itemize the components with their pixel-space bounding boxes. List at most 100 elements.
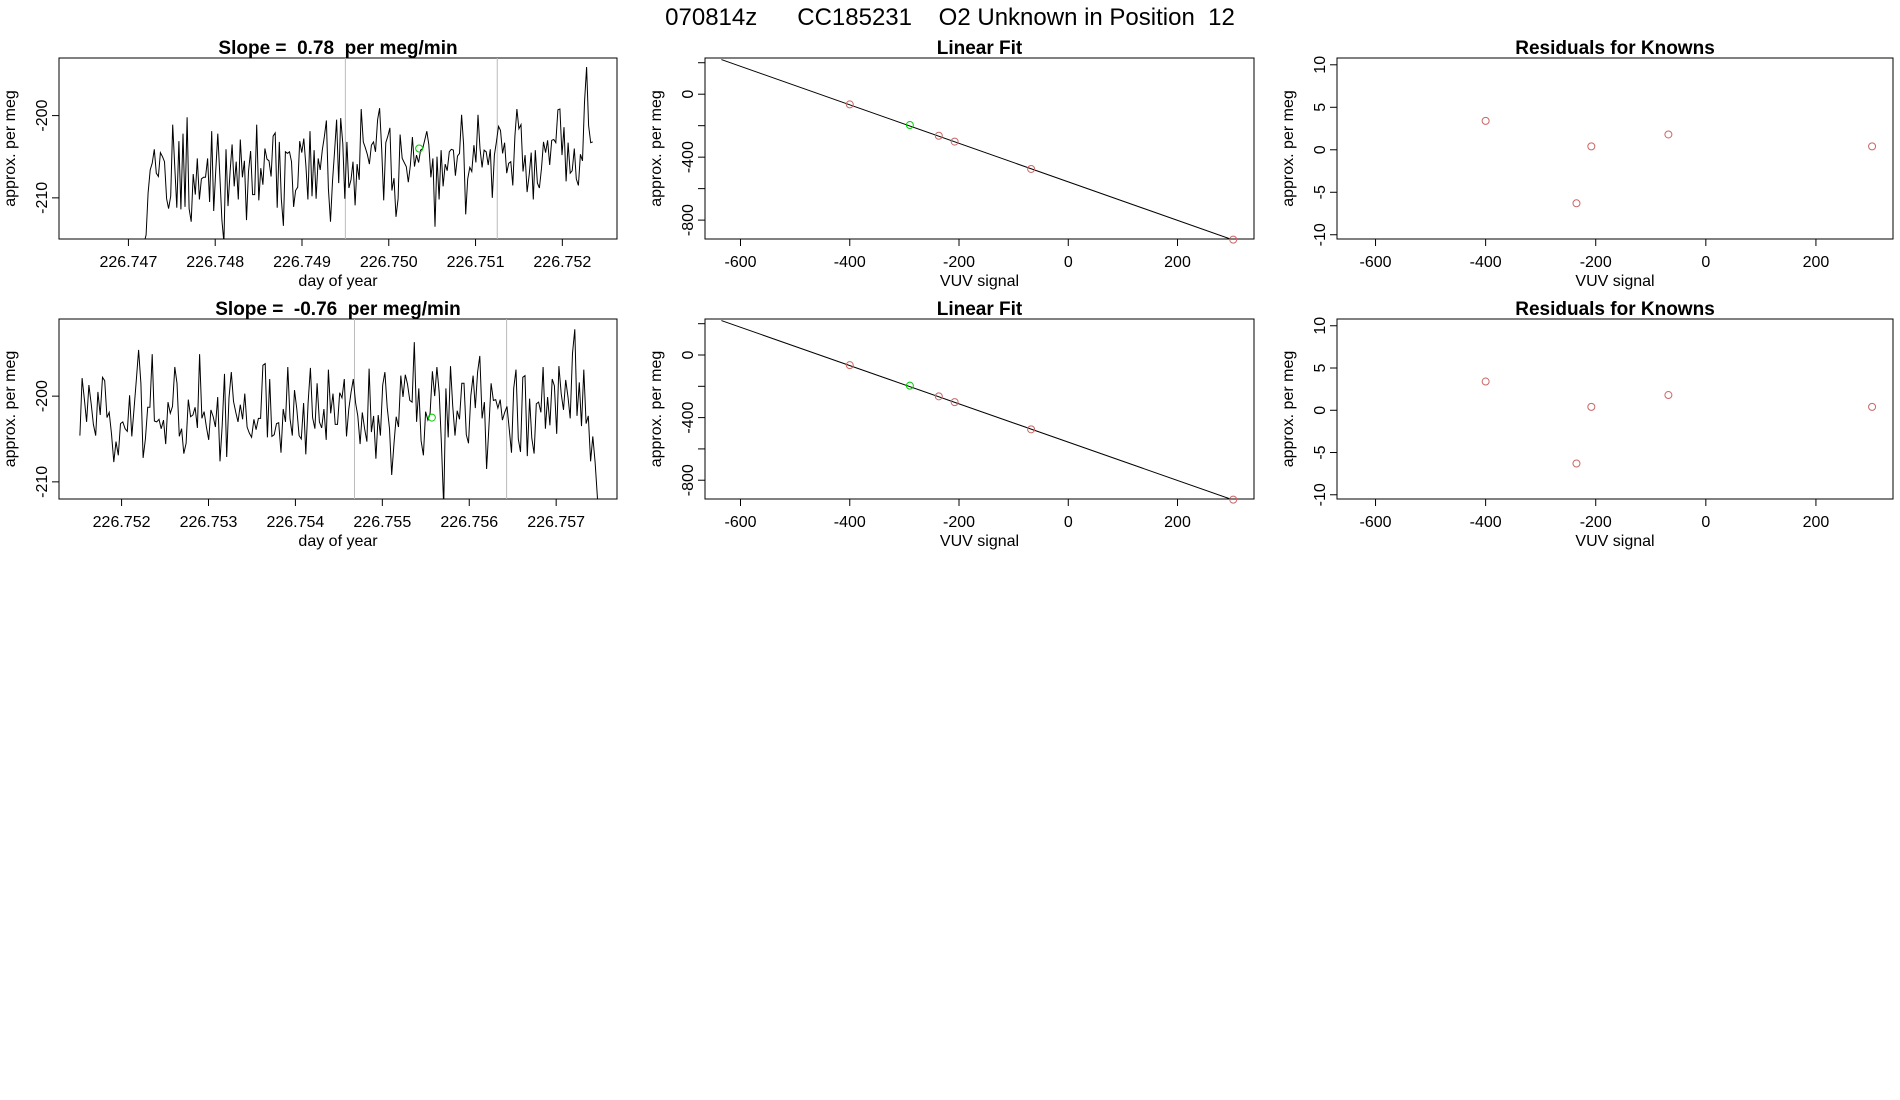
y-tick-label: -200 — [34, 380, 51, 412]
plot-data — [144, 58, 593, 239]
y-tick-label: 0 — [680, 350, 697, 359]
x-tick-label: 226.754 — [266, 514, 324, 531]
known-point — [1229, 235, 1238, 244]
y-axis-label: approx. per meg — [2, 90, 19, 207]
panel-res2: Residuals for Knowns -600 -400 -200 0 200 -10 -… — [1280, 299, 1894, 550]
x-tick-label: -600 — [724, 514, 756, 531]
plot-frame — [704, 57, 1255, 240]
x-tick-label: 226.751 — [447, 254, 505, 271]
plot-frame — [704, 318, 1255, 500]
known-point — [1027, 425, 1036, 434]
fit-line — [721, 320, 1232, 499]
x-tick-label: 0 — [1064, 254, 1073, 271]
y-tick-label: -200 — [34, 99, 51, 131]
y-tick-label: 10 — [1312, 317, 1329, 335]
x-tick-label: 226.752 — [533, 254, 591, 271]
x-tick-label: -600 — [1360, 514, 1392, 531]
series-line — [79, 329, 599, 499]
known-point — [845, 100, 854, 109]
known-point — [1587, 142, 1596, 151]
known-point — [1664, 130, 1673, 139]
x-tick-label: 200 — [1164, 514, 1191, 531]
unknown-marker — [427, 413, 436, 422]
panel-res1: Residuals for Knowns -600 -400 -200 0 200 -10 -… — [1280, 38, 1894, 290]
known-point — [1868, 142, 1877, 151]
x-tick-label: 0 — [1701, 254, 1710, 271]
y-tick-label: 0 — [1312, 406, 1329, 415]
known-point — [1481, 377, 1490, 386]
x-tick-label: -400 — [834, 254, 866, 271]
x-tick-label: 226.750 — [360, 254, 418, 271]
y-tick-label: -10 — [1312, 483, 1329, 506]
known-point — [1027, 164, 1036, 173]
x-tick-label: 200 — [1803, 514, 1830, 531]
x-tick-label: 226.748 — [186, 254, 244, 271]
y-axis-label: approx. per meg — [648, 351, 665, 468]
y-tick-label: 5 — [1312, 103, 1329, 112]
y-tick-label: -10 — [1312, 223, 1329, 246]
plot-frame — [58, 57, 618, 240]
y-tick-label: -210 — [34, 466, 51, 498]
unknown-marker — [415, 144, 424, 153]
y-tick-label: 0 — [680, 90, 697, 99]
panel-fit2: Linear Fit -600 -400 -200 0 200 -800 -400 0 VUV s… — [648, 299, 1255, 550]
x-tick-label: -400 — [1470, 254, 1502, 271]
plot-frame — [58, 318, 618, 500]
x-tick-label: 226.752 — [93, 514, 151, 531]
x-tick-label: 200 — [1164, 254, 1191, 271]
figure-title: 070814z CC185231 O2 Unknown in Position … — [665, 4, 1235, 31]
x-tick-label: 226.756 — [440, 514, 498, 531]
x-tick-label: 226.755 — [353, 514, 411, 531]
panel-title: Residuals for Knowns — [1515, 299, 1715, 320]
plot-data — [721, 59, 1232, 239]
x-tick-label: 0 — [1701, 514, 1710, 531]
plot-data — [721, 320, 1232, 499]
known-point — [1664, 391, 1673, 400]
x-tick-label: -200 — [943, 254, 975, 271]
known-point — [1587, 402, 1596, 411]
plot-frame — [1336, 57, 1894, 240]
panel-title: Linear Fit — [937, 299, 1023, 320]
x-tick-label: -600 — [1360, 254, 1392, 271]
panel-title: Linear Fit — [937, 38, 1023, 59]
x-tick-label: -600 — [724, 254, 756, 271]
x-tick-label: 226.757 — [527, 514, 585, 531]
panel-fit1: Linear Fit -600 -400 -200 0 200 -800 -400 0 VUV s… — [648, 38, 1255, 290]
x-tick-label: 226.753 — [180, 514, 238, 531]
unknown-point — [905, 381, 914, 390]
x-axis-label: VUV signal — [940, 273, 1019, 290]
known-point — [934, 131, 943, 140]
known-point — [950, 137, 959, 146]
x-tick-label: -200 — [1580, 514, 1612, 531]
known-point — [1572, 199, 1581, 208]
panel-ts2: Slope = -0.76 per meg/min 226.752 226.753 2… — [2, 299, 618, 550]
y-axis-label: approx. per meg — [2, 351, 19, 468]
y-tick-label: -400 — [680, 401, 697, 433]
known-point — [934, 392, 943, 401]
plot-frame — [1336, 318, 1894, 500]
x-axis-label: day of year — [298, 273, 378, 290]
series-line — [144, 66, 593, 239]
x-tick-label: 226.747 — [100, 254, 158, 271]
y-tick-label: -210 — [34, 182, 51, 214]
x-tick-label: -400 — [834, 514, 866, 531]
panel-title: Slope = 0.78 per meg/min — [218, 38, 457, 59]
plot-data — [79, 319, 599, 499]
y-tick-label: 10 — [1312, 56, 1329, 74]
x-axis-label: VUV signal — [1575, 533, 1654, 550]
known-point — [1229, 495, 1238, 504]
y-axis-label: approx. per meg — [648, 90, 665, 207]
x-tick-label: 0 — [1064, 514, 1073, 531]
y-tick-label: 0 — [1312, 145, 1329, 154]
x-tick-label: -200 — [1580, 254, 1612, 271]
x-tick-label: 226.749 — [273, 254, 331, 271]
panel-title: Residuals for Knowns — [1515, 38, 1715, 59]
fit-line — [721, 59, 1232, 239]
x-tick-label: -400 — [1470, 514, 1502, 531]
x-axis-label: day of year — [298, 533, 378, 550]
y-tick-label: 5 — [1312, 363, 1329, 372]
known-point — [1481, 116, 1490, 125]
panel-ts1: Slope = 0.78 per meg/min 226.747 226.748 22… — [2, 38, 618, 290]
y-tick-label: -400 — [680, 141, 697, 173]
